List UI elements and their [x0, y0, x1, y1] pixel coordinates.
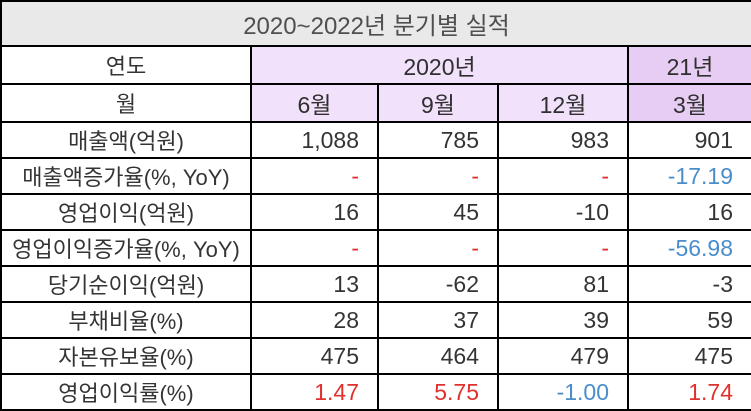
- table-row-operating-profit: 영업이익(억원) 16 45 -10 16: [0, 193, 751, 231]
- year-row-label: 연도: [0, 45, 252, 85]
- value-cell: 475: [250, 337, 379, 375]
- value-cell: 1,088: [250, 121, 379, 159]
- value-cell: -: [250, 229, 379, 267]
- table-row-revenue-growth: 매출액증가율(%, YoY) - - - -17.19: [0, 157, 751, 195]
- month-row-label: 월: [0, 83, 252, 123]
- value-cell: 16: [627, 193, 751, 231]
- table-row-operating-profit-growth: 영업이익증가율(%, YoY) - - - -56.98: [0, 229, 751, 267]
- value-cell: 39: [497, 301, 629, 339]
- table-row-net-income: 당기순이익(억원) 13 -62 81 -3: [0, 265, 751, 303]
- value-cell: 475: [627, 337, 751, 375]
- table-title: 2020~2022년 분기별 실적: [0, 0, 751, 47]
- year-group-2020: 2020년: [250, 45, 629, 85]
- month-cell-jun: 6월: [250, 83, 379, 123]
- title-row: 2020~2022년 분기별 실적: [0, 0, 751, 47]
- row-label: 영업이익(억원): [0, 193, 252, 231]
- value-cell: -: [497, 229, 629, 267]
- table-row-revenue: 매출액(억원) 1,088 785 983 901: [0, 121, 751, 159]
- value-cell: 1.47: [250, 373, 379, 411]
- value-cell: 983: [497, 121, 629, 159]
- value-cell: -3: [627, 265, 751, 303]
- value-cell: 479: [497, 337, 629, 375]
- value-cell: 59: [627, 301, 751, 339]
- table-row-debt-ratio: 부채비율(%) 28 37 39 59: [0, 301, 751, 339]
- month-cell-sep: 9월: [377, 83, 499, 123]
- value-cell: -: [497, 157, 629, 195]
- value-cell: -1.00: [497, 373, 629, 411]
- row-label: 당기순이익(억원): [0, 265, 252, 303]
- value-cell: -: [377, 157, 499, 195]
- value-cell: 28: [250, 301, 379, 339]
- value-cell: 81: [497, 265, 629, 303]
- row-label: 자본유보율(%): [0, 337, 252, 375]
- row-label: 영업이익률(%): [0, 373, 252, 411]
- value-cell: 785: [377, 121, 499, 159]
- value-cell: 45: [377, 193, 499, 231]
- value-cell: -10: [497, 193, 629, 231]
- value-cell: 5.75: [377, 373, 499, 411]
- value-cell: -62: [377, 265, 499, 303]
- month-cell-mar: 3월: [627, 83, 751, 123]
- row-label: 매출액증가율(%, YoY): [0, 157, 252, 195]
- value-cell: -: [377, 229, 499, 267]
- value-cell: -56.98: [627, 229, 751, 267]
- row-label: 매출액(억원): [0, 121, 252, 159]
- value-cell: 37: [377, 301, 499, 339]
- year-group-21: 21년: [627, 45, 751, 85]
- value-cell: -17.19: [627, 157, 751, 195]
- month-header-row: 월 6월 9월 12월 3월: [0, 83, 751, 123]
- row-label: 부채비율(%): [0, 301, 252, 339]
- value-cell: -: [250, 157, 379, 195]
- value-cell: 1.74: [627, 373, 751, 411]
- month-cell-dec: 12월: [497, 83, 629, 123]
- row-label: 영업이익증가율(%, YoY): [0, 229, 252, 267]
- value-cell: 16: [250, 193, 379, 231]
- value-cell: 464: [377, 337, 499, 375]
- table-row-operating-margin: 영업이익률(%) 1.47 5.75 -1.00 1.74: [0, 373, 751, 411]
- table-row-capital-reserve-ratio: 자본유보율(%) 475 464 479 475: [0, 337, 751, 375]
- value-cell: 13: [250, 265, 379, 303]
- year-header-row: 연도 2020년 21년: [0, 45, 751, 85]
- value-cell: 901: [627, 121, 751, 159]
